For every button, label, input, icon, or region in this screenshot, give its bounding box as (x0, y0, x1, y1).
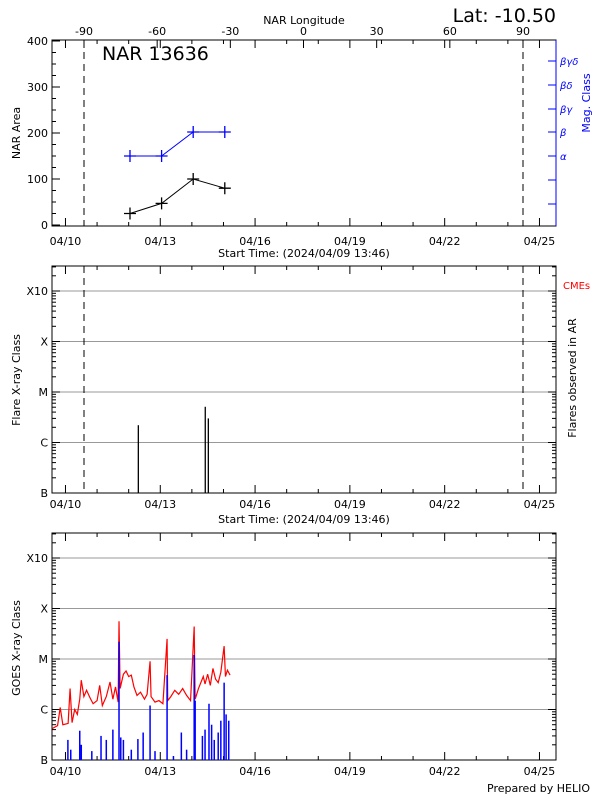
x-tick-label: 04/10 (50, 235, 82, 248)
x-tick-label: 04/13 (144, 235, 176, 248)
longitude-tick-label: 0 (300, 25, 307, 38)
x-tick-label: 04/22 (429, 765, 461, 778)
longitude-tick-label: 60 (443, 25, 457, 38)
x-tick-label: 04/22 (429, 235, 461, 248)
mag-class-line (129, 131, 225, 157)
y-tick-label: X (40, 603, 48, 616)
y-tick-label: C (40, 704, 48, 717)
y-tick-label: X10 (26, 552, 48, 565)
longitude-tick-label: -60 (148, 25, 166, 38)
y-tick-label: 100 (27, 173, 48, 186)
longitude-tick-label: -30 (221, 25, 239, 38)
latitude-label: Lat: -10.50 (453, 5, 556, 27)
panel2-frame (51, 265, 557, 494)
mag-class-label: α (560, 152, 567, 163)
x-tick-label: 04/16 (239, 235, 271, 248)
y-tick-label: B (40, 487, 48, 500)
y-tick-label: M (39, 653, 49, 666)
panel2-right-label: Flares observed in AR (566, 318, 579, 438)
mag-class-label: βγδ (559, 57, 578, 68)
mag-class-point (187, 126, 200, 138)
goes-long-channel-line (52, 621, 231, 730)
panel1-ylabel: NAR Area (10, 107, 23, 159)
area-point (155, 197, 168, 210)
x-tick-label: 04/19 (334, 765, 366, 778)
x-tick-label: 04/22 (429, 498, 461, 511)
panel3-ylabel: GOES X-ray Class (10, 600, 23, 696)
region-title: NAR 13636 (102, 43, 209, 65)
longitude-tick-label: 30 (370, 25, 384, 38)
mag-class-label: βδ (559, 81, 573, 92)
y-tick-label: X10 (26, 285, 48, 298)
panel3-frame (51, 532, 557, 761)
cme-label: CMEs (563, 281, 590, 292)
mag-class-label: β (559, 128, 567, 139)
goes-panel: GOES X-ray Class Prepared by HELIO 04/10… (10, 532, 590, 795)
y-tick-label: 300 (27, 81, 48, 94)
y-tick-label: C (40, 437, 48, 450)
mag-class-label: βγ (559, 105, 573, 116)
top-axis-label: NAR Longitude (263, 14, 345, 27)
footer-credit: Prepared by HELIO (487, 782, 590, 795)
y-tick-label: M (39, 386, 49, 399)
mag-class-point (123, 150, 136, 162)
area-point (218, 182, 231, 195)
panel1-xlabel: Start Time: (2024/04/09 13:46) (218, 247, 390, 260)
y-tick-label: X (40, 336, 48, 349)
x-tick-label: 04/13 (144, 498, 176, 511)
panel2-ylabel: Flare X-ray Class (10, 334, 23, 426)
y-tick-label: 200 (27, 127, 48, 140)
y-tick-label: 400 (27, 35, 48, 48)
x-tick-label: 04/13 (144, 765, 176, 778)
panel2-xlabel: Start Time: (2024/04/09 13:46) (218, 513, 390, 526)
panel1-frame (51, 39, 557, 227)
x-tick-label: 04/25 (524, 235, 556, 248)
y-tick-label: B (40, 754, 48, 767)
x-tick-label: 04/25 (524, 498, 556, 511)
x-tick-label: 04/19 (334, 235, 366, 248)
x-tick-label: 04/19 (334, 498, 366, 511)
x-tick-label: 04/10 (50, 765, 82, 778)
longitude-tick-label: 90 (516, 25, 530, 38)
longitude-tick-label: -90 (75, 25, 93, 38)
x-tick-label: 04/25 (524, 765, 556, 778)
area-point (123, 207, 136, 220)
x-tick-label: 04/16 (239, 765, 271, 778)
flare-panel: Start Time: (2024/04/09 13:46) Flare X-r… (10, 265, 590, 526)
nar-area-panel: NAR 13636 Lat: -10.50 NAR Longitude Star… (10, 5, 593, 260)
x-tick-label: 04/16 (239, 498, 271, 511)
x-tick-label: 04/10 (50, 498, 82, 511)
y-tick-label: 0 (41, 219, 48, 232)
right-axis-label: Mag. Class (580, 73, 593, 132)
area-point (187, 173, 200, 185)
mag-class-point (155, 150, 168, 162)
area-line (129, 178, 225, 214)
mag-class-point (218, 126, 231, 138)
